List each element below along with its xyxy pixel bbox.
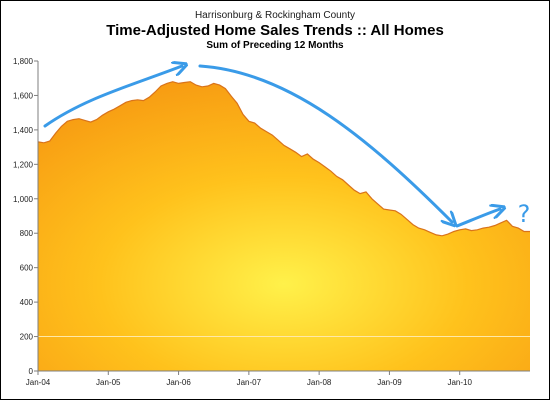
y-tick-label: 1,200 <box>13 160 34 169</box>
x-tick-label: Jan-05 <box>96 378 121 387</box>
x-tick-label: Jan-07 <box>237 378 262 387</box>
y-tick-label: 600 <box>20 264 34 273</box>
x-tick-label: Jan-09 <box>377 378 402 387</box>
y-tick-label: 800 <box>20 229 34 238</box>
y-tick-label: 1,800 <box>13 57 34 66</box>
series-line <box>37 81 530 237</box>
chart-subtitle: Sum of Preceding 12 Months <box>206 40 344 51</box>
x-tick-label: Jan-06 <box>166 378 191 387</box>
y-tick-label: 1,400 <box>13 126 34 135</box>
y-tick-label: 1,600 <box>13 91 34 100</box>
chart-title: Time-Adjusted Home Sales Trends :: All H… <box>106 22 444 39</box>
y-tick-label: 0 <box>29 367 34 376</box>
x-tick-label: Jan-04 <box>26 378 51 387</box>
x-tick-label: Jan-10 <box>447 378 472 387</box>
chart-supertitle: Harrisonburg & Rockingham County <box>194 10 356 21</box>
y-tick-label: 1,000 <box>13 195 34 204</box>
trend-annotations: ? <box>43 64 531 228</box>
trend-arrow <box>455 209 500 228</box>
trend-arrow <box>43 66 182 128</box>
series-area <box>38 81 530 371</box>
x-axis: Jan-04 Jan-05 Jan-06 Jan-07 Jan-08 Jan-09 Jan-… <box>26 370 530 387</box>
y-axis: 0 200 400 600 800 1,000 1,200 1,400 1,600 1,800 <box>13 57 39 376</box>
x-tick-label: Jan-08 <box>307 378 332 387</box>
plot-area <box>37 81 530 371</box>
question-mark-annotation: ? <box>518 200 531 228</box>
y-tick-label: 400 <box>20 298 34 307</box>
trend-arrow <box>198 64 452 222</box>
y-tick-label: 200 <box>20 333 34 342</box>
